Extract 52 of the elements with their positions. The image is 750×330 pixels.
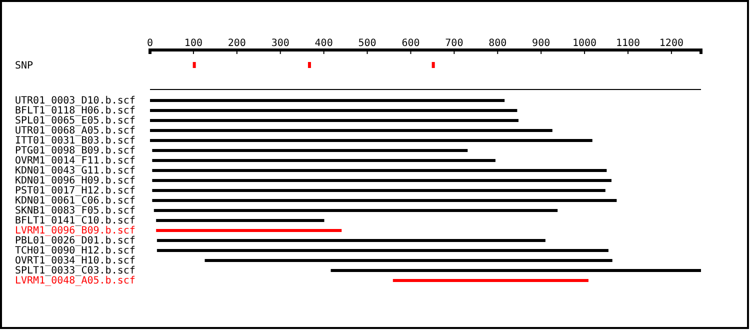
x-tick-label: 100 [184, 38, 202, 49]
bar [156, 249, 608, 252]
y-tick-label: UTR01_0068_A05.b.scf [15, 126, 136, 136]
bar [152, 189, 606, 192]
x-tick-label: 200 [228, 38, 246, 49]
y-tick-label: UTR01_0003_D10.b.scf [15, 96, 136, 106]
bar [150, 129, 552, 132]
x-tick-label: 1100 [616, 38, 640, 49]
bar [152, 199, 617, 202]
bar [152, 169, 607, 172]
y-tick-label: SPLT1_0033_C03.b.scf [15, 266, 136, 276]
x-tick-label: 600 [402, 38, 420, 49]
y-tick-label: LVRM1_0048_A05.b.scf [15, 276, 136, 286]
bar [150, 139, 592, 142]
y-tick-label: BFLT1_0141_C10.b.scf [15, 216, 136, 226]
x-tick-label: 1200 [659, 38, 684, 49]
x-tick-label: 300 [271, 38, 290, 49]
y-tick-label: PTG01_0098_B09.b.scf [15, 146, 136, 156]
y-tick-label: KDN01_0061_C06.b.scf [15, 196, 136, 206]
bar [152, 159, 496, 162]
y-tick-label: SPL01_0065_E05.b.scf [15, 116, 136, 126]
bar [330, 269, 701, 272]
y-tick-label: SNP [15, 60, 34, 72]
bar [156, 229, 342, 232]
bar [204, 259, 612, 262]
y-tick-label: OVRM1_0014_F11.b.scf [15, 156, 136, 166]
y-tick-label: PST01_0017_H12.b.scf [15, 186, 136, 196]
y-tick-label: KDN01_0043_G11.b.scf [15, 166, 136, 176]
y-tick-label: OVRT1_0034_H10.b.scf [15, 256, 136, 266]
x-tick-label: 400 [314, 38, 333, 49]
bar [154, 209, 558, 212]
bar [156, 219, 324, 222]
y-tick-label: SKNB1_0083_F05.b.scf [15, 206, 136, 216]
y-tick-label: ITT01_0031_B03.b.scf [15, 136, 136, 146]
y-tick-label: KDN01_0096_H09.b.scf [15, 176, 136, 186]
bar [156, 239, 546, 242]
y-tick-label: TCH01_0090_H12.b.scf [15, 246, 136, 256]
bar [150, 99, 505, 102]
y-tick-label: LVRM1_0096_B09.b.scf [15, 226, 136, 236]
x-tick-label: 800 [488, 38, 507, 49]
bar [150, 119, 518, 122]
x-tick-label: 500 [358, 38, 376, 49]
bar [152, 149, 468, 152]
bar [392, 279, 588, 282]
x-tick-label: 1000 [572, 38, 597, 49]
y-tick-label: PBL01_0026_D01.b.scf [15, 236, 136, 246]
y-tick-label: BFLT1_0118_H06.b.scf [15, 106, 136, 116]
x-tick-label: 0 [146, 38, 154, 49]
bar [152, 179, 612, 182]
x-tick-label: 700 [445, 38, 464, 49]
x-tick-label: 900 [532, 38, 550, 49]
bar [150, 109, 518, 112]
